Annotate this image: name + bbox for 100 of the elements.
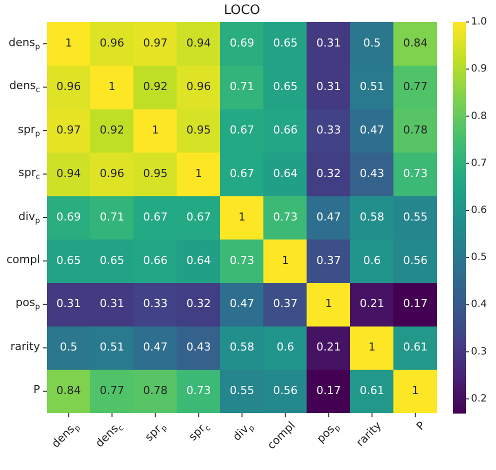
color-bar-label: 0.8: [471, 110, 487, 122]
data-label: 0.37: [273, 297, 298, 310]
data-label: 1: [152, 123, 159, 136]
data-label: 0.71: [230, 80, 254, 94]
data-label: 0.96: [56, 80, 81, 94]
data-label: 1: [65, 36, 72, 50]
data-label: 0.97: [143, 36, 168, 50]
data-label: 0.67: [230, 166, 254, 180]
data-label: 0.67: [143, 210, 168, 224]
data-label: 0.43: [186, 340, 211, 354]
data-label: 0.73: [186, 384, 211, 398]
data-label: 0.21: [316, 340, 341, 354]
data-label: 0.69: [230, 36, 254, 50]
data-label: 0.21: [360, 297, 384, 310]
y-tick-label: P: [33, 383, 40, 396]
data-label: 0.47: [230, 297, 254, 310]
data-label: 0.65: [273, 80, 298, 94]
data-label: 0.77: [100, 384, 124, 398]
data-label: 0.92: [100, 123, 124, 136]
data-label: 0.95: [186, 123, 211, 136]
data-label: 0.96: [186, 80, 211, 94]
data-label: 0.95: [143, 166, 168, 180]
data-label: 1: [325, 297, 332, 310]
color-bar-label: 0.4: [471, 299, 487, 310]
data-label: 0.69: [56, 210, 81, 224]
data-label: 0.56: [403, 254, 428, 267]
data-label: 0.66: [273, 123, 298, 136]
data-label: 0.55: [230, 384, 254, 398]
color-bar-label: 0.2: [471, 393, 487, 404]
data-label: 0.51: [100, 340, 124, 354]
data-label: 0.94: [186, 36, 211, 50]
data-label: 0.31: [100, 297, 124, 310]
data-label: 0.84: [56, 384, 81, 398]
y-tick-label: spr$_{c}$: [18, 166, 40, 182]
data-label: 0.73: [273, 210, 298, 224]
data-label: 0.64: [186, 254, 211, 267]
y-tick-label: dens$_{c}$: [9, 79, 40, 94]
data-label: 0.31: [316, 80, 341, 94]
data-label: 0.32: [316, 166, 341, 180]
data-label: 0.92: [143, 80, 168, 94]
chart-title: LOCO: [224, 3, 260, 18]
data-label: 0.47: [360, 123, 384, 136]
data-label: 0.58: [230, 340, 254, 354]
color-bar-label: 0.9: [471, 64, 487, 75]
data-label: 0.94: [56, 166, 81, 180]
data-label: 0.5: [363, 36, 381, 50]
data-label: 1: [195, 166, 202, 180]
data-label: 0.73: [230, 254, 254, 267]
data-label: 0.43: [360, 166, 384, 180]
data-label: 1: [108, 80, 116, 94]
data-label: 0.97: [56, 123, 81, 136]
data-label: 0.37: [316, 254, 341, 267]
color-bar-label: 1.0: [471, 16, 487, 28]
data-label: 0.78: [403, 123, 428, 136]
color-bar-label: 0.7: [471, 158, 487, 169]
data-label: 0.96: [100, 36, 124, 50]
data-label: 0.78: [143, 384, 168, 398]
color-bar-label: 0.5: [471, 252, 487, 264]
data-label: 0.73: [403, 166, 428, 180]
data-label: 0.32: [186, 297, 211, 310]
data-label: 0.47: [143, 340, 168, 354]
data-label: 0.77: [403, 80, 428, 94]
data-label: 0.65: [100, 254, 124, 267]
data-label: 0.61: [403, 340, 428, 354]
data-label: 0.71: [100, 210, 124, 224]
y-tick-label: spr$_{p}$: [18, 122, 40, 138]
data-label: 1: [412, 384, 419, 398]
data-label: 0.65: [273, 36, 298, 50]
data-label: 0.65: [56, 254, 81, 267]
x-tick-label: P: [414, 419, 428, 433]
data-label: 0.6: [363, 254, 381, 267]
data-label: 0.58: [360, 210, 384, 224]
data-label: 0.31: [316, 36, 341, 50]
data-label: 0.5: [60, 340, 78, 354]
data-label: 0.17: [403, 297, 428, 310]
data-label: 0.67: [230, 123, 254, 136]
data-label: 1: [368, 340, 376, 354]
y-tick-label: compl: [6, 252, 40, 266]
y-tick-label: dens$_{p}$: [8, 36, 40, 51]
data-label: 1: [238, 210, 246, 224]
data-label: 0.64: [273, 166, 298, 180]
color-bar-label: 0.6: [471, 205, 487, 216]
data-label: 0.67: [186, 210, 211, 224]
y-tick-label: div$_{p}$: [18, 210, 40, 225]
data-label: 0.56: [273, 384, 298, 398]
data-label: 0.96: [100, 166, 124, 180]
data-label: 0.66: [143, 254, 168, 267]
data-label: 1: [282, 254, 289, 267]
data-label: 0.6: [276, 340, 294, 354]
data-label: 0.47: [316, 210, 341, 224]
data-label: 0.31: [56, 297, 81, 310]
color-bar-label: 0.3: [471, 346, 487, 358]
data-label: 0.84: [403, 36, 428, 50]
data-label: 0.33: [143, 297, 168, 310]
data-label: 0.33: [316, 123, 341, 136]
data-label: 0.51: [360, 80, 384, 94]
y-tick-label: rarity: [10, 340, 40, 353]
data-label: 0.17: [316, 384, 341, 398]
data-label: 0.55: [403, 210, 428, 224]
y-tick-label: pos$_{p}$: [16, 296, 40, 312]
